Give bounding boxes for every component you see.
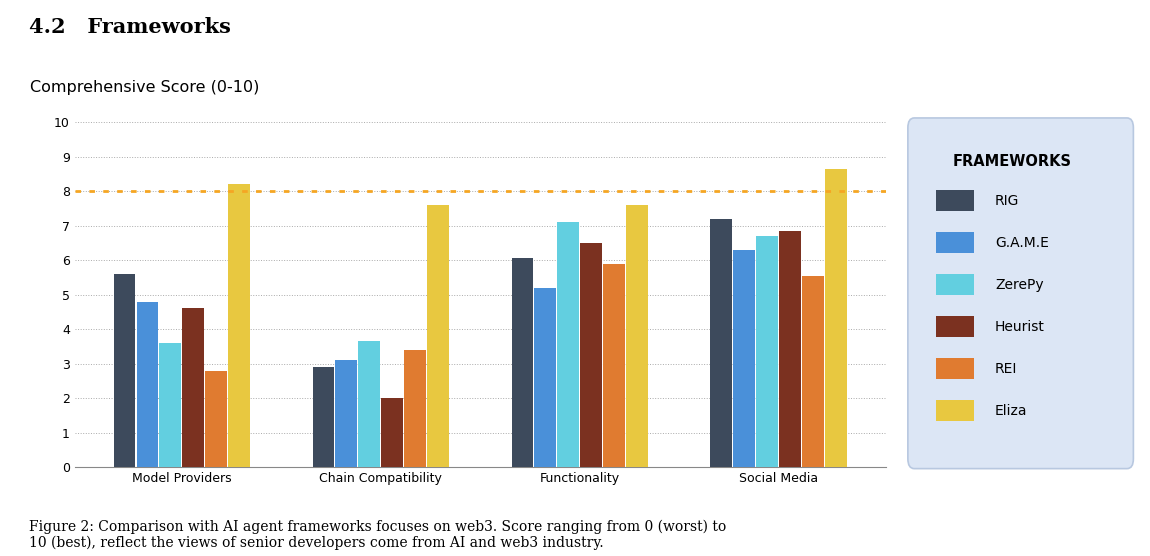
Bar [512,259,534,467]
Text: Eliza: Eliza [995,404,1028,418]
Bar [711,219,733,467]
Bar [581,243,601,467]
Bar [802,276,823,467]
Bar [936,316,974,337]
Bar [734,250,756,467]
Text: Figure 2: Comparison with AI agent frameworks focuses on web3. Score ranging fro: Figure 2: Comparison with AI agent frame… [29,519,726,550]
Text: REI: REI [995,362,1018,376]
Bar [558,222,580,467]
Bar [936,232,974,254]
Bar [626,205,647,467]
Text: G.A.M.E: G.A.M.E [995,236,1049,250]
FancyBboxPatch shape [907,118,1134,469]
Bar [336,360,358,467]
Bar [381,398,402,467]
Bar [936,358,974,379]
Text: FRAMEWORKS: FRAMEWORKS [952,155,1072,170]
Bar [160,343,181,467]
Bar [228,185,250,467]
Bar [359,341,380,467]
Bar [936,190,974,211]
Bar [313,367,335,467]
Text: Heurist: Heurist [995,320,1045,334]
Bar [205,370,227,467]
Text: RIG: RIG [995,193,1019,207]
Bar [137,301,159,467]
Bar [825,169,846,467]
Bar [182,309,204,467]
Bar [427,205,448,467]
Bar [757,236,779,467]
Bar [936,274,974,295]
Text: ZerePy: ZerePy [995,277,1044,292]
Bar [603,264,624,467]
Text: Comprehensive Score (0-10): Comprehensive Score (0-10) [30,80,260,95]
Bar [936,400,974,421]
Bar [114,274,136,467]
Bar [404,350,426,467]
Bar [535,288,557,467]
Bar [780,231,800,467]
Text: 4.2   Frameworks: 4.2 Frameworks [29,17,231,37]
